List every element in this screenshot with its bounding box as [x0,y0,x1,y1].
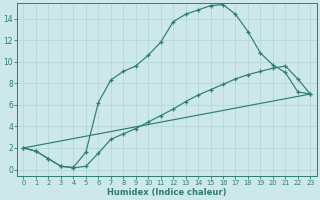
X-axis label: Humidex (Indice chaleur): Humidex (Indice chaleur) [107,188,227,197]
